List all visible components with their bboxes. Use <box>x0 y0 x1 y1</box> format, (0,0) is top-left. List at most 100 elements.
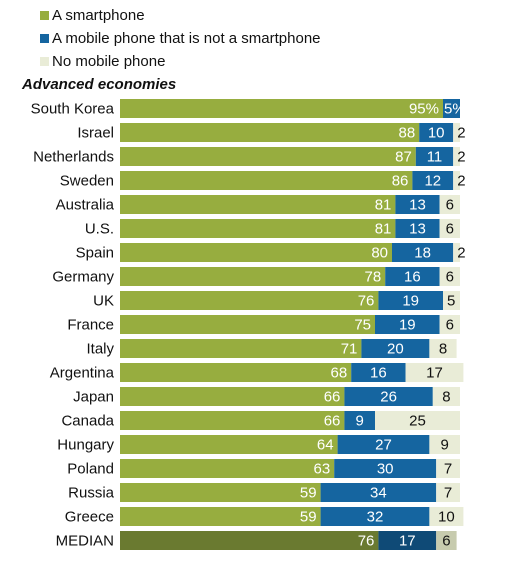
bar-segment <box>439 195 460 214</box>
category-label: Argentina <box>50 365 115 382</box>
bar-segment <box>120 267 386 286</box>
data-label: 2 <box>457 125 465 142</box>
bar-segment <box>120 147 416 166</box>
data-label: 13 <box>409 221 426 238</box>
category-label: Hungary <box>57 437 114 454</box>
bar-segment <box>320 483 437 502</box>
bar-segment <box>120 459 335 478</box>
category-label: South Korea <box>31 101 115 118</box>
data-label: 6 <box>446 197 454 214</box>
bar-segment <box>120 339 362 358</box>
bar-segment <box>378 291 443 310</box>
bar-segment <box>120 195 396 214</box>
data-label: 68 <box>331 365 348 382</box>
legend-swatch-smartphone <box>40 11 49 20</box>
data-label: 8 <box>439 341 447 358</box>
data-label: 9 <box>441 437 449 454</box>
bar-segment <box>120 435 338 454</box>
data-label: 76 <box>358 533 375 550</box>
bar-segment <box>429 435 460 454</box>
bar-segment <box>453 123 460 142</box>
bar-segment <box>120 243 392 262</box>
bar-segment <box>436 531 457 550</box>
data-label: 19 <box>402 293 419 310</box>
bar-segment <box>344 387 433 406</box>
bar-segment <box>361 339 430 358</box>
bar-segment <box>120 531 379 550</box>
bar-segment <box>429 507 464 526</box>
data-label: 16 <box>370 365 387 382</box>
data-label: 26 <box>380 389 397 406</box>
data-label: 12 <box>424 173 441 190</box>
data-label: 66 <box>324 389 341 406</box>
bar-segment <box>432 387 460 406</box>
bar-segment <box>120 363 352 382</box>
data-label: 75 <box>354 317 371 334</box>
legend-label-no-phone: No mobile phone <box>52 53 166 70</box>
category-label: MEDIAN <box>56 533 114 550</box>
data-label: 34 <box>370 485 387 502</box>
bar-segment <box>120 507 321 526</box>
data-label: 6 <box>446 269 454 286</box>
data-label: 20 <box>387 341 404 358</box>
data-label: 6 <box>446 221 454 238</box>
category-label: Greece <box>65 509 114 526</box>
data-label: 71 <box>341 341 358 358</box>
bar-segment <box>429 339 457 358</box>
data-label: 13 <box>409 197 426 214</box>
legend: A smartphone A mobile phone that is not … <box>40 4 321 73</box>
data-label: 95% <box>409 101 439 118</box>
data-label: 6 <box>446 317 454 334</box>
bar-segment <box>120 483 321 502</box>
bar-segment <box>351 363 406 382</box>
bar-segment <box>320 507 430 526</box>
data-label: 76 <box>358 293 375 310</box>
bar-segment <box>120 315 375 334</box>
data-label: 66 <box>324 413 341 430</box>
data-label: 81 <box>375 197 392 214</box>
bar-segment <box>344 411 375 430</box>
bar-segment <box>436 459 460 478</box>
bar-segment <box>120 411 345 430</box>
legend-swatch-no-phone <box>40 57 49 66</box>
data-label: 59 <box>300 509 317 526</box>
bar-segment <box>120 99 443 118</box>
data-label: 10 <box>438 509 455 526</box>
data-label: 81 <box>375 221 392 238</box>
category-label: Poland <box>67 461 114 478</box>
category-label: Australia <box>56 197 115 214</box>
legend-item-not-smartphone: A mobile phone that is not a smartphone <box>40 27 321 50</box>
bar-segment <box>395 219 440 238</box>
data-label: 64 <box>317 437 334 454</box>
bar-segment <box>405 363 464 382</box>
category-label: Canada <box>61 413 114 430</box>
legend-label-smartphone: A smartphone <box>52 7 145 24</box>
bar-segment <box>453 243 460 262</box>
data-label: 87 <box>395 149 412 166</box>
data-label: 63 <box>314 461 331 478</box>
data-label: 80 <box>371 245 388 262</box>
bar-segment <box>395 195 440 214</box>
data-label: 5% <box>444 101 466 118</box>
data-label: 78 <box>365 269 382 286</box>
bar-segment <box>120 387 345 406</box>
category-label: U.S. <box>85 221 114 238</box>
bar-segment <box>443 291 460 310</box>
data-label: 32 <box>367 509 384 526</box>
data-label: 7 <box>444 485 452 502</box>
legend-swatch-not-smartphone <box>40 34 49 43</box>
data-label: 25 <box>409 413 426 430</box>
bar-segment <box>453 147 460 166</box>
bar-segment <box>120 123 420 142</box>
bar-segment <box>120 219 396 238</box>
data-label: 86 <box>392 173 409 190</box>
bar-segment <box>334 459 437 478</box>
data-label: 2 <box>457 173 465 190</box>
data-label: 9 <box>356 413 364 430</box>
bar-segment <box>378 531 437 550</box>
bar-segment <box>453 171 460 190</box>
category-label: Israel <box>77 125 114 142</box>
bar-segment <box>337 435 430 454</box>
data-label: 7 <box>444 461 452 478</box>
